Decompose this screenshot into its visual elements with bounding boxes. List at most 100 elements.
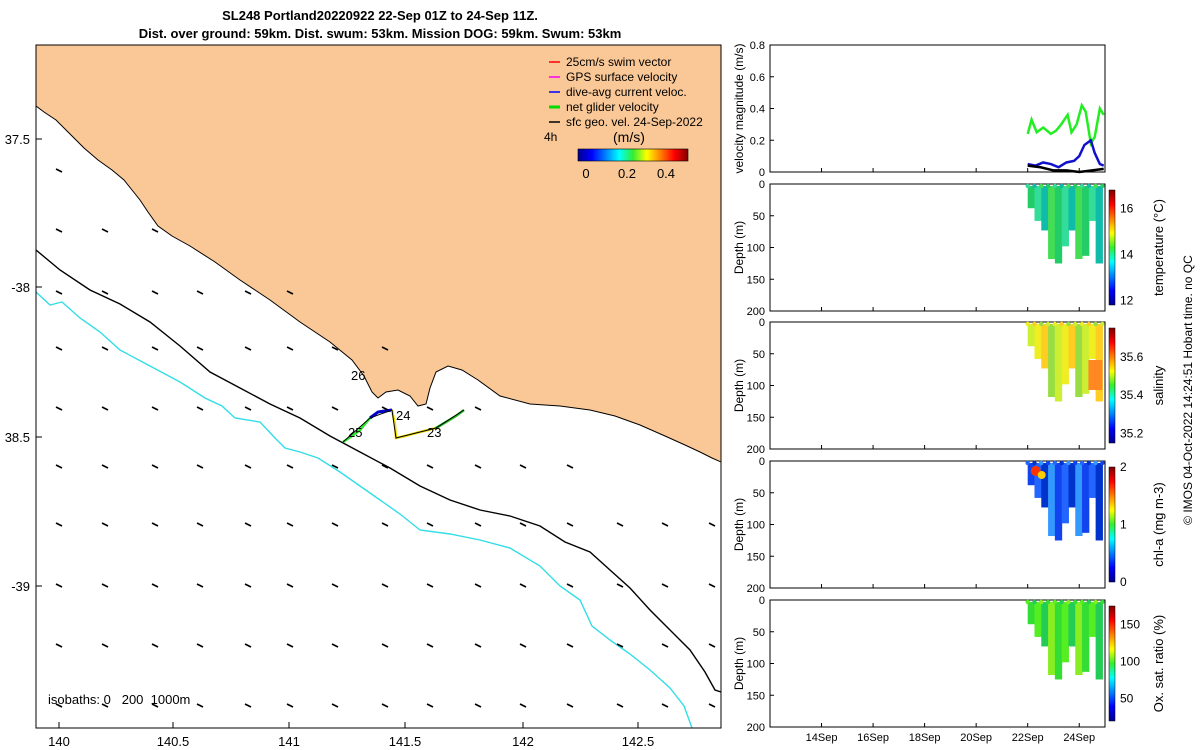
- geo-velocity-arrow: [55, 346, 63, 351]
- geo-velocity-arrow: [196, 406, 204, 411]
- ytick-label: 100: [747, 520, 765, 532]
- geo-velocity-arrow: [331, 406, 339, 411]
- section-profile: [1088, 463, 1097, 498]
- geo-velocity-arrow: [474, 406, 482, 411]
- section-profile: [1088, 324, 1097, 359]
- geo-velocity-arrow: [101, 406, 109, 411]
- colorbar: [1108, 189, 1116, 306]
- ytick-label: 200: [747, 444, 765, 456]
- ytick-label: 0: [759, 456, 765, 468]
- legend-entry: GPS surface velocity: [566, 70, 677, 84]
- map-xtick-label: 140: [48, 734, 70, 749]
- section-surface-point: [1025, 321, 1030, 327]
- section-surface-point: [1073, 460, 1078, 466]
- map-ytick-label: 37.5: [5, 132, 30, 147]
- day-label-25: 25: [348, 425, 362, 440]
- speed-colorbar-tick: 0.4: [657, 166, 675, 181]
- speed-colorbar-tick: 0: [582, 166, 589, 181]
- section-profile: [1041, 324, 1049, 369]
- geo-velocity-arrow: [196, 346, 204, 351]
- section-surface-point: [1079, 183, 1085, 189]
- section-profile: [1061, 324, 1069, 385]
- geo-velocity-arrow: [474, 464, 482, 469]
- geo-velocity-arrow: [474, 522, 482, 527]
- ytick-label: 150: [747, 690, 765, 702]
- geo-velocity-arrow: [151, 583, 159, 588]
- geo-velocity-arrow: [616, 583, 624, 588]
- section-profile: [1095, 186, 1103, 264]
- map-frame: [35, 44, 722, 729]
- y-axis-label: Depth (m): [732, 637, 746, 690]
- geo-velocity-arrow: [196, 522, 204, 527]
- section-surface-point: [1059, 321, 1064, 327]
- section-surface-point: [1045, 321, 1051, 327]
- section-profile: [1082, 324, 1090, 394]
- geo-velocity-arrow: [331, 464, 339, 469]
- geo-velocity-arrow: [151, 346, 159, 351]
- geo-velocity-arrow: [708, 643, 716, 648]
- section-profile: [1068, 324, 1076, 369]
- day-label-23: 23: [427, 425, 441, 440]
- ytick-label: 150: [747, 274, 765, 286]
- ytick-label: 0.2: [750, 135, 765, 147]
- section-surface-point: [1093, 183, 1098, 189]
- xtick-label: 18Sep: [909, 732, 941, 744]
- section-profile: [1088, 186, 1097, 221]
- geo-velocity-arrow: [55, 643, 63, 648]
- geo-velocity-arrow: [381, 703, 389, 708]
- glider-track: [342, 408, 465, 444]
- geo-velocity-arrow: [286, 406, 294, 411]
- geo-velocity-arrow: [286, 290, 294, 295]
- geo-velocity-arrow: [426, 643, 434, 648]
- section-surface-point: [1059, 183, 1064, 189]
- geo-velocity-arrow: [381, 522, 389, 527]
- geo-velocity-arrow: [474, 703, 482, 708]
- geo-velocity-arrow: [616, 703, 624, 708]
- colorbar-tick: 150: [1120, 618, 1140, 632]
- geo-velocity-arrow: [151, 290, 159, 295]
- xtick-label: 20Sep: [960, 732, 992, 744]
- ytick-label: 200: [747, 306, 765, 318]
- section-surface-point: [1086, 599, 1092, 605]
- geo-velocity-arrow: [381, 406, 389, 411]
- geo-velocity-arrow: [474, 643, 482, 648]
- section-profile: [1075, 602, 1083, 676]
- geo-velocity-arrow: [566, 643, 574, 648]
- section-profile: [1068, 463, 1076, 508]
- colorbar-tick: 1: [1120, 518, 1127, 532]
- section-surface-point: [1045, 460, 1051, 466]
- section-surface-point: [1086, 183, 1092, 189]
- copyright-watermark: © IMOS 04-Oct-2022 14:24:51 Hobart time.…: [1181, 255, 1195, 525]
- geo-velocity-arrow: [196, 464, 204, 469]
- colorbar-tick: 35.2: [1120, 426, 1144, 440]
- section-profile: [1027, 602, 1035, 625]
- section-profile: [1095, 463, 1103, 541]
- geo-velocity-arrow: [519, 583, 527, 588]
- y-axis-label: Depth (m): [732, 221, 746, 274]
- geo-velocity-arrow: [331, 703, 339, 708]
- geo-velocity-arrow: [244, 703, 252, 708]
- section-profile: [1082, 463, 1090, 533]
- section-surface-point: [1093, 599, 1098, 605]
- velocity-series-line: [1027, 138, 1105, 169]
- map-xtick-label: 142.5: [622, 734, 655, 749]
- section-surface-point: [1039, 599, 1044, 605]
- panel-3: 0 50 100 150 200 Depth (m) 35.2 35.4 35.6 salinit…: [732, 317, 1166, 456]
- geo-velocity-arrow: [244, 464, 252, 469]
- legend-entry: 25cm/s swim vector: [566, 55, 671, 69]
- colorbar-tick: 14: [1120, 247, 1134, 261]
- section-surface-point: [1073, 599, 1078, 605]
- panel-4: 0 50 100 150 200 Depth (m) 0 1 2 chl-a (mg m-3): [732, 456, 1166, 595]
- section-surface-point: [1066, 183, 1071, 189]
- colorbar-label: Ox. sat. ratio (%): [1151, 615, 1166, 713]
- colorbar: [1108, 466, 1116, 583]
- ytick-label: 50: [753, 627, 765, 639]
- colorbar: [1108, 605, 1116, 722]
- colorbar-tick: 100: [1120, 655, 1140, 669]
- geo-velocity-arrow: [708, 703, 716, 708]
- section-surface-point: [1032, 599, 1037, 605]
- section-profile: [1095, 602, 1103, 680]
- geo-velocity-arrow: [661, 703, 669, 708]
- geo-velocity-arrow: [331, 522, 339, 527]
